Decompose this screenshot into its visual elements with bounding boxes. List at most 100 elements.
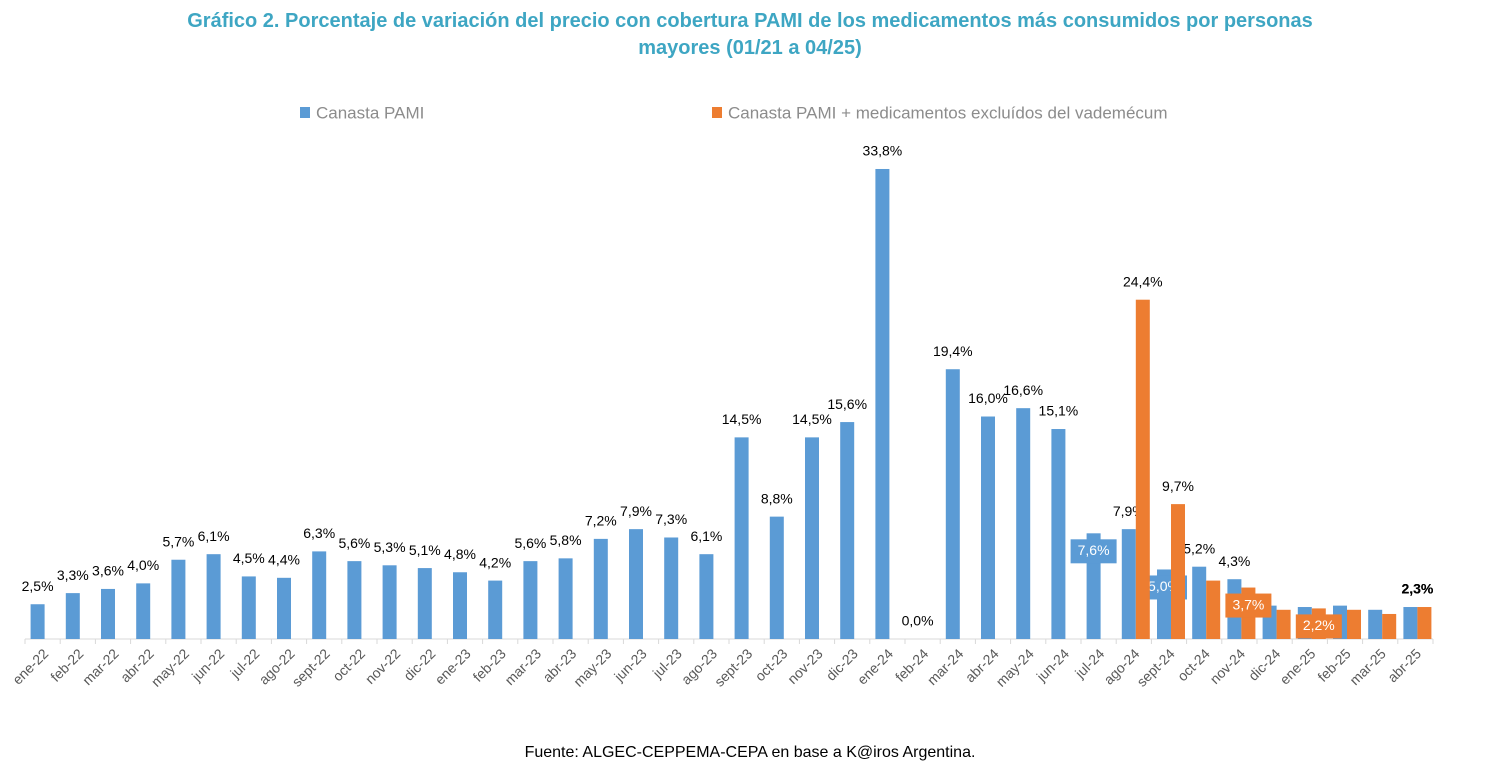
x-tick-label: may-24 [993, 645, 1037, 689]
bar [1382, 613, 1397, 639]
x-tick-label: oct-24 [1174, 645, 1213, 684]
bar [171, 559, 186, 639]
bar [593, 538, 608, 639]
bar [488, 580, 503, 639]
value-label: 16,0% [968, 390, 1008, 406]
x-tick-label: mar-25 [1346, 645, 1389, 688]
bar [417, 568, 432, 639]
bar [312, 551, 327, 639]
value-label: 4,3% [1218, 553, 1250, 569]
x-tick-label: nov-22 [362, 645, 404, 687]
value-label: 8,8% [761, 490, 793, 506]
bar [65, 593, 80, 639]
value-label: 7,2% [585, 513, 617, 529]
bar [277, 577, 291, 639]
x-tick-label: abr-25 [1384, 645, 1424, 685]
bar [840, 422, 855, 639]
bar [769, 516, 784, 639]
value-label: 14,5% [722, 411, 762, 427]
x-tick-label: mar-23 [501, 645, 544, 688]
bar [101, 588, 115, 639]
value-label: 2,3% [1401, 581, 1433, 597]
bar [241, 576, 256, 639]
bar [30, 604, 45, 639]
bar [1347, 609, 1361, 639]
bar [699, 554, 714, 639]
legend-label: Canasta PAMI [316, 103, 424, 122]
value-label-box [1295, 614, 1342, 639]
bar [453, 572, 467, 639]
value-label: 2,5% [22, 578, 54, 594]
x-tick-label: sept-22 [289, 645, 333, 689]
bar [1368, 609, 1383, 639]
bar [875, 168, 890, 639]
bar [1206, 580, 1221, 639]
x-tick-label: jun-22 [188, 645, 228, 685]
bar [136, 583, 151, 639]
bar [558, 558, 573, 639]
x-tick-label: ene-22 [9, 645, 51, 687]
value-label: 4,4% [268, 552, 300, 568]
value-label: 24,4% [1123, 273, 1163, 289]
value-label: 3,3% [57, 567, 89, 583]
value-label: 5,6% [338, 535, 370, 551]
value-label: 3,7% [1232, 596, 1264, 612]
value-label: 4,8% [444, 546, 476, 562]
x-tick-label: ene-24 [854, 645, 896, 687]
value-label: 4,0% [127, 557, 159, 573]
chart-title: Gráfico 2. Porcentaje de variación del p… [187, 10, 1313, 59]
value-label: 7,6% [1078, 542, 1110, 558]
x-tick-label: sept-23 [711, 645, 755, 689]
bar [1276, 609, 1291, 639]
value-label: 5,8% [550, 532, 582, 548]
value-label: 2,2% [1303, 617, 1335, 633]
value-label-box [1070, 539, 1117, 564]
x-tick-label: may-23 [570, 645, 614, 689]
x-tick-label: jun-23 [610, 645, 650, 685]
value-label: 4,5% [233, 550, 265, 566]
chart: Canasta PAMI Canasta PAMI + medicamentos … [9, 103, 1434, 689]
value-label: 5,6% [514, 535, 546, 551]
bar [1121, 529, 1136, 639]
value-label: 33,8% [863, 143, 903, 159]
value-label: 6,3% [303, 525, 335, 541]
bar [629, 529, 643, 639]
source-note: Fuente: ALGEC-CEPPEMA-CEPA en base a K@i… [524, 744, 976, 761]
bar [664, 537, 679, 639]
value-label: 6,1% [198, 528, 230, 544]
value-label: 0,0% [902, 613, 934, 629]
value-label: 5,2% [1183, 540, 1215, 556]
x-tick-label: nov-23 [784, 645, 826, 687]
value-label: 9,7% [1162, 478, 1194, 494]
bar [1417, 607, 1432, 639]
value-label-box [1225, 593, 1272, 618]
value-label: 7,9% [620, 503, 652, 519]
x-tick-label: ene-25 [1276, 645, 1318, 687]
value-label: 7,3% [655, 511, 687, 527]
value-label: 5,3% [374, 539, 406, 555]
value-label: 4,2% [479, 554, 511, 570]
value-label: 16,6% [1003, 382, 1043, 398]
bar [734, 437, 749, 639]
value-label: 2,3% [1401, 581, 1433, 597]
x-tick-label: mar-24 [924, 645, 967, 688]
bar [805, 437, 819, 639]
bar [1135, 299, 1150, 639]
x-tick-label: nov-24 [1207, 645, 1249, 687]
legend-swatch [712, 107, 722, 118]
value-label: 5,1% [409, 542, 441, 558]
value-label: 15,1% [1039, 403, 1079, 419]
x-tick-label: jun-24 [1033, 645, 1073, 685]
legend-label: Canasta PAMI + medicamentos excluídos de… [728, 103, 1168, 122]
value-label: 14,5% [792, 411, 832, 427]
value-label: 6,1% [690, 528, 722, 544]
value-label: 19,4% [933, 343, 973, 359]
x-tick-label: mar-22 [79, 645, 122, 688]
bar [1192, 566, 1207, 639]
value-label: 15,6% [827, 396, 867, 412]
legend-swatch [300, 107, 310, 118]
x-tick-label: sept-24 [1133, 645, 1177, 689]
bar [981, 416, 995, 639]
bar [945, 369, 960, 639]
